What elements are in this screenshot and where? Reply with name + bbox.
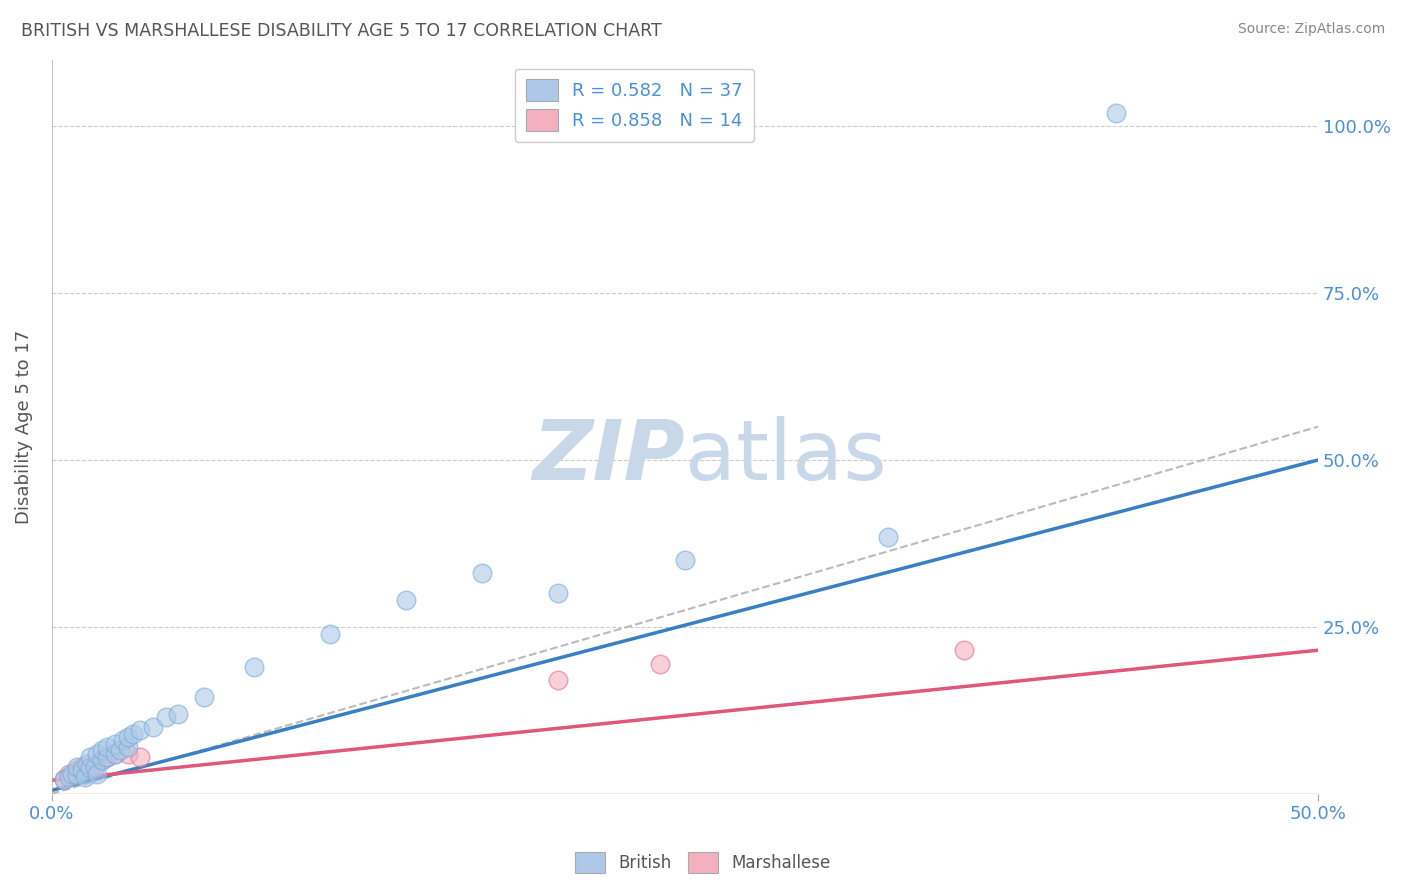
Point <box>104 747 127 761</box>
Point <box>79 761 101 775</box>
Point <box>167 706 190 721</box>
Text: ZIP: ZIP <box>533 416 685 497</box>
Point <box>53 772 76 786</box>
Point <box>83 756 105 771</box>
Point <box>129 750 152 764</box>
Point <box>104 747 127 761</box>
Point <box>117 730 139 744</box>
Point <box>243 660 266 674</box>
Point <box>471 566 494 581</box>
Point <box>73 770 96 784</box>
Point <box>66 760 89 774</box>
Text: atlas: atlas <box>685 416 887 497</box>
Point <box>547 673 569 688</box>
Point <box>104 737 127 751</box>
Point <box>79 760 101 774</box>
Point <box>547 586 569 600</box>
Point <box>60 766 83 780</box>
Point <box>86 747 108 761</box>
Point <box>193 690 215 704</box>
Point <box>96 750 118 764</box>
Point <box>111 733 134 747</box>
Point <box>66 764 89 778</box>
Point <box>86 766 108 780</box>
Legend: British, Marshallese: British, Marshallese <box>568 846 838 880</box>
Point <box>121 726 143 740</box>
Point <box>142 720 165 734</box>
Point <box>91 753 114 767</box>
Point <box>129 723 152 738</box>
Text: Source: ZipAtlas.com: Source: ZipAtlas.com <box>1237 22 1385 37</box>
Point <box>96 750 118 764</box>
Point <box>1104 106 1126 120</box>
Point <box>155 710 177 724</box>
Point <box>58 766 80 780</box>
Point <box>117 739 139 754</box>
Legend: R = 0.582   N = 37, R = 0.858   N = 14: R = 0.582 N = 37, R = 0.858 N = 14 <box>515 69 754 142</box>
Point <box>319 626 342 640</box>
Y-axis label: Disability Age 5 to 17: Disability Age 5 to 17 <box>15 329 32 524</box>
Point <box>117 747 139 761</box>
Point <box>108 743 131 757</box>
Point <box>70 760 93 774</box>
Point <box>876 530 898 544</box>
Point <box>58 770 80 784</box>
Text: BRITISH VS MARSHALLESE DISABILITY AGE 5 TO 17 CORRELATION CHART: BRITISH VS MARSHALLESE DISABILITY AGE 5 … <box>21 22 662 40</box>
Point <box>648 657 671 671</box>
Point <box>673 553 696 567</box>
Point <box>91 753 114 767</box>
Point <box>83 760 105 774</box>
Point <box>66 768 89 782</box>
Point <box>53 773 76 788</box>
Point <box>96 739 118 754</box>
Point <box>91 743 114 757</box>
Point <box>395 593 418 607</box>
Point <box>952 643 974 657</box>
Point <box>70 764 93 778</box>
Point <box>79 750 101 764</box>
Point <box>76 756 98 771</box>
